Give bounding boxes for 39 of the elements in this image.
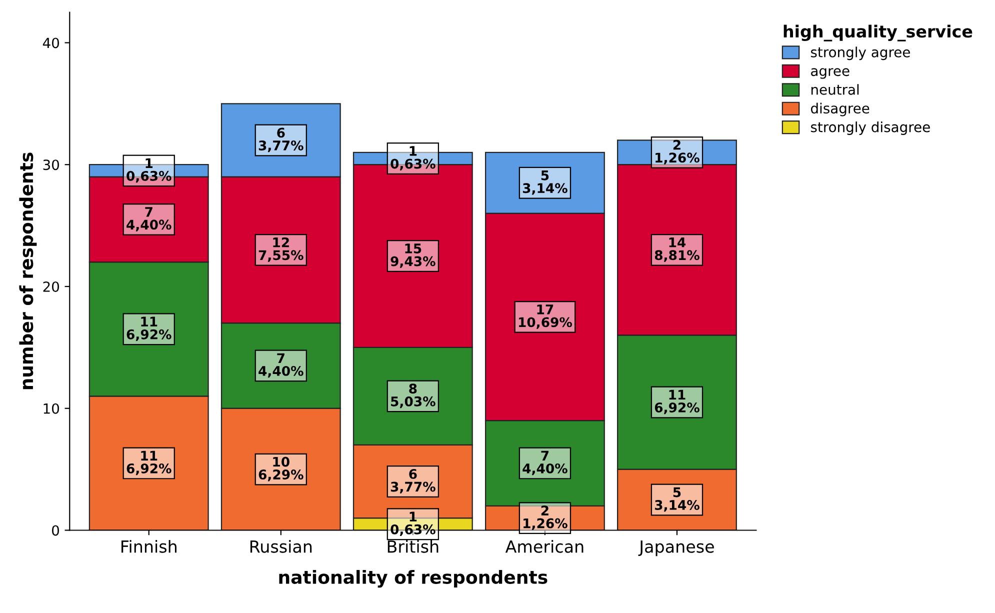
data-label: 7 4,40% — [258, 353, 304, 378]
y-tick-label: 40 — [42, 38, 60, 48]
legend-label: strongly disagree — [810, 122, 930, 135]
data-label: 12 7,55% — [258, 237, 304, 262]
y-axis-title: number of respondents — [19, 152, 37, 390]
x-tick-label: Russian — [250, 540, 312, 553]
legend-label: neutral — [811, 84, 859, 95]
data-label: 7 4,40% — [126, 207, 172, 232]
data-label: 17 10,69% — [518, 304, 572, 329]
data-label: 8 5,03% — [391, 384, 436, 408]
legend-label: disagree — [810, 102, 870, 116]
x-tick-label: Finnish — [122, 540, 176, 553]
data-label: 2 1,26% — [656, 140, 700, 164]
data-label: 11 6,92% — [126, 450, 172, 476]
data-label: 10 6,29% — [258, 456, 304, 482]
data-label: 14 8,81% — [654, 238, 700, 262]
data-label: 11 6,92% — [654, 390, 700, 414]
y-tick-label: 0 — [52, 525, 60, 536]
data-label: 15 9,43% — [390, 244, 436, 268]
data-label: 6 3,77% — [258, 128, 304, 152]
data-label: 6 3,77% — [390, 468, 436, 494]
data-label: 2 1,26% — [524, 506, 568, 530]
y-tick-label: 10 — [44, 403, 60, 414]
y-tick-label: 30 — [43, 160, 60, 170]
data-label: 1 0,63% — [390, 146, 436, 170]
data-label: 1 0,63% — [126, 158, 172, 183]
x-tick-label: American — [505, 540, 584, 553]
data-label: 7 4,40% — [522, 450, 568, 476]
legend-label: strongly agree — [810, 46, 910, 60]
data-label: 5 3,14% — [522, 170, 568, 195]
x-tick-label: British — [388, 540, 438, 553]
data-label: 11 6,92% — [126, 316, 172, 342]
y-tick-label: 20 — [43, 281, 60, 292]
data-label: 1 0,63% — [390, 512, 436, 536]
x-axis-title: nationality of respondents — [279, 570, 548, 588]
legend-label: agree — [811, 68, 850, 79]
x-tick-label: Japanese — [638, 540, 714, 556]
legend-title: high_quality_service — [784, 24, 972, 42]
data-label: 5 3,14% — [654, 487, 700, 512]
